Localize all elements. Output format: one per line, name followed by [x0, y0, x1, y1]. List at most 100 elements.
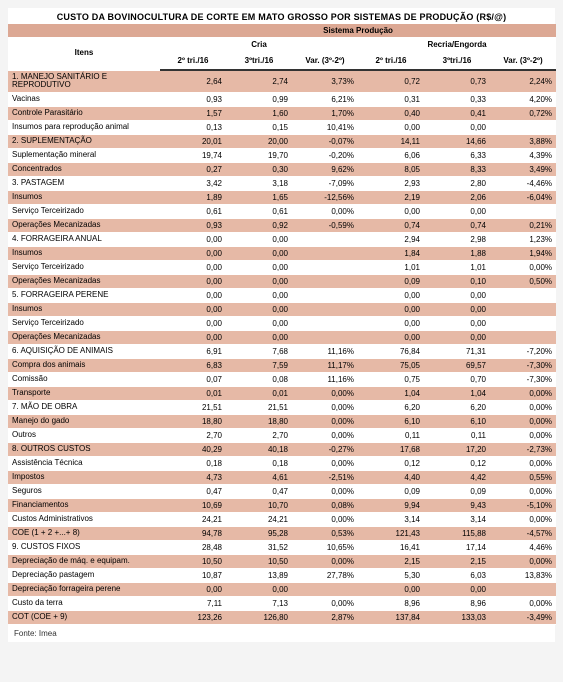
row-label: Impostos — [8, 471, 160, 485]
row-value: 4,20% — [490, 93, 556, 107]
row-label: Operações Mecanizadas — [8, 219, 160, 233]
row-label: 1. MANEJO SANITÁRIO E REPRODUTIVO — [8, 70, 160, 93]
table-container: CUSTO DA BOVINOCULTURA DE CORTE EM MATO … — [8, 8, 555, 642]
row-value: 0,00 — [424, 121, 490, 135]
row-value: -3,49% — [490, 611, 556, 625]
row-value: 0,00 — [160, 261, 226, 275]
row-value: 17,14 — [424, 541, 490, 555]
row-value: -0,27% — [292, 443, 358, 457]
row-value: 0,00 — [226, 303, 292, 317]
row-value: 0,93 — [160, 93, 226, 107]
table-row: Manejo do gado18,8018,800,00%6,106,100,0… — [8, 415, 556, 429]
row-value: 0,74 — [358, 219, 424, 233]
table-row: 6. AQUISIÇÃO DE ANIMAIS6,917,6811,16%76,… — [8, 345, 556, 359]
row-value: 9,43 — [424, 499, 490, 513]
row-value: -4,57% — [490, 527, 556, 541]
row-label: Vacinas — [8, 93, 160, 107]
row-value: 0,12 — [424, 457, 490, 471]
row-value: 0,00% — [490, 485, 556, 499]
row-value: 0,01 — [226, 387, 292, 401]
row-value — [292, 275, 358, 289]
row-value: 0,00 — [226, 289, 292, 303]
page-title: CUSTO DA BOVINOCULTURA DE CORTE EM MATO … — [8, 8, 555, 24]
row-value: 0,00 — [358, 303, 424, 317]
row-value: 19,70 — [226, 149, 292, 163]
row-label: Operações Mecanizadas — [8, 331, 160, 345]
row-value: 2,24% — [490, 70, 556, 93]
row-value: 3,88% — [490, 135, 556, 149]
row-value: 1,23% — [490, 233, 556, 247]
row-value: 0,00% — [490, 555, 556, 569]
row-value: 0,92 — [226, 219, 292, 233]
row-value: 1,94% — [490, 247, 556, 261]
row-value: 1,04 — [358, 387, 424, 401]
row-value: 0,00 — [424, 289, 490, 303]
row-label: Serviço Terceirizado — [8, 317, 160, 331]
table-row: Seguros0,470,470,00%0,090,090,00% — [8, 485, 556, 499]
row-value: 21,51 — [226, 401, 292, 415]
row-value: 0,00 — [226, 317, 292, 331]
row-value: 0,00 — [358, 331, 424, 345]
row-value: 0,93 — [160, 219, 226, 233]
row-value: 0,00 — [424, 303, 490, 317]
row-value: 31,52 — [226, 541, 292, 555]
table-row: COE (1 + 2 +...+ 8)94,7895,280,53%121,43… — [8, 527, 556, 541]
row-label: Outros — [8, 429, 160, 443]
row-label: Custos Administrativos — [8, 513, 160, 527]
row-value: 4,40 — [358, 471, 424, 485]
row-value: 6,20 — [424, 401, 490, 415]
row-value: 2,74 — [226, 70, 292, 93]
row-value: 6,10 — [358, 415, 424, 429]
row-value: 137,84 — [358, 611, 424, 625]
row-value: 2,70 — [160, 429, 226, 443]
row-value: 4,39% — [490, 149, 556, 163]
row-value: 94,78 — [160, 527, 226, 541]
table-row: Impostos4,734,61-2,51%4,404,420,55% — [8, 471, 556, 485]
table-row: 3. PASTAGEM3,423,18-7,09%2,932,80-4,46% — [8, 177, 556, 191]
row-value: 126,80 — [226, 611, 292, 625]
row-value: 121,43 — [358, 527, 424, 541]
row-value: 6,20 — [358, 401, 424, 415]
row-value: 0,50% — [490, 275, 556, 289]
row-value: 0,41 — [424, 107, 490, 121]
row-value: 133,03 — [424, 611, 490, 625]
row-value: 2,15 — [424, 555, 490, 569]
row-value: 0,72% — [490, 107, 556, 121]
row-value: 3,18 — [226, 177, 292, 191]
col-cria-q2: 2º tri./16 — [160, 52, 226, 71]
row-value: 0,00 — [226, 247, 292, 261]
row-value: 7,68 — [226, 345, 292, 359]
table-row: 2. SUPLEMENTAÇÃO20,0120,00-0,07%14,1114,… — [8, 135, 556, 149]
row-value: 0,00 — [358, 121, 424, 135]
row-value: 0,61 — [160, 205, 226, 219]
row-value: 2,98 — [424, 233, 490, 247]
row-label: Depreciação de máq. e equipam. — [8, 555, 160, 569]
row-value: 0,11 — [358, 429, 424, 443]
row-value: 2,64 — [160, 70, 226, 93]
table-row: 1. MANEJO SANITÁRIO E REPRODUTIVO2,642,7… — [8, 70, 556, 93]
row-value: 0,74 — [424, 219, 490, 233]
row-value: 6,10 — [424, 415, 490, 429]
row-value: 75,05 — [358, 359, 424, 373]
row-value: 0,13 — [160, 121, 226, 135]
row-value: 6,33 — [424, 149, 490, 163]
row-value: 20,01 — [160, 135, 226, 149]
row-value — [490, 331, 556, 345]
row-value: 16,41 — [358, 541, 424, 555]
row-value: 24,21 — [160, 513, 226, 527]
row-value: 2,93 — [358, 177, 424, 191]
row-label: 7. MÃO DE OBRA — [8, 401, 160, 415]
row-value: -6,04% — [490, 191, 556, 205]
row-value: 0,00% — [292, 485, 358, 499]
row-value — [490, 205, 556, 219]
col-cria-q3: 3ºtri./16 — [226, 52, 292, 71]
row-value: 1,65 — [226, 191, 292, 205]
row-value: 0,00% — [292, 205, 358, 219]
row-value: 0,00 — [160, 247, 226, 261]
row-value: 27,78% — [292, 569, 358, 583]
row-value: 2,80 — [424, 177, 490, 191]
row-value: -0,59% — [292, 219, 358, 233]
row-value — [490, 121, 556, 135]
row-value: 10,70 — [226, 499, 292, 513]
row-value: 18,80 — [160, 415, 226, 429]
